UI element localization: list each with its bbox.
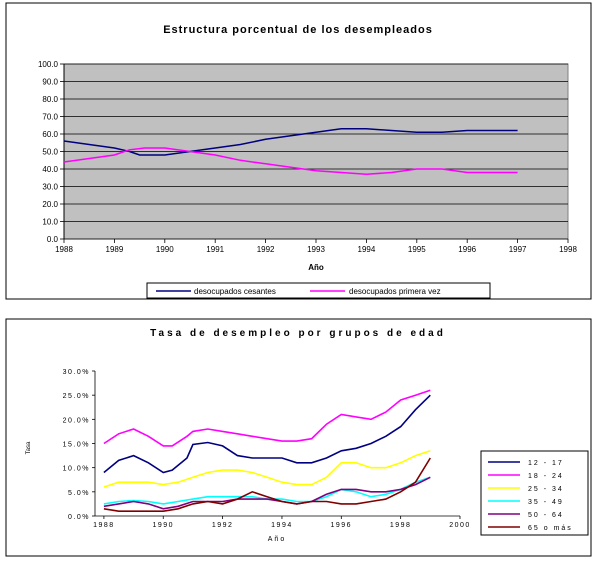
chart-2-legend-label-4: 35 - 49 (528, 499, 564, 506)
chart-2-legend-label-6: 65 o más (528, 525, 573, 532)
chart-2-x-axis-label: Año (268, 536, 286, 543)
chart-1-y-tick-label: 90.0 (42, 78, 58, 87)
chart-2-x-tick-label: 1998 (390, 522, 412, 529)
chart-1-x-tick-label: 1991 (206, 245, 224, 254)
chart-1-x-tick-label: 1994 (358, 245, 376, 254)
chart-1-legend-label-2: desocupados primera vez (349, 287, 441, 296)
chart-2-series-line-2 (103, 389, 431, 447)
chart-1-y-tick-label: 20.0 (42, 200, 58, 209)
chart-2-legend-label-2: 18 - 24 (528, 473, 564, 480)
chart-1-x-tick-label: 1998 (559, 245, 577, 254)
chart-2-y-tick-label: 25.0% (63, 393, 90, 400)
chart-2-legend-label-3: 25 - 34 (528, 486, 564, 493)
chart-2-y-tick-label: 15.0% (63, 442, 90, 449)
chart-2-legend-box (480, 450, 589, 536)
chart-2-title: Tasa de desempleo por grupos de edad (150, 328, 446, 339)
chart-2-series-line-6 (103, 457, 431, 513)
chart-2-series-line-1 (103, 394, 431, 474)
chart-2-legend-label-5: 50 - 64 (528, 512, 564, 519)
chart-2-y-axis-label: Tasa (26, 441, 32, 454)
chart-1-y-tick-label: 10.0 (42, 218, 58, 227)
chart-2-x-tick-label: 2000 (449, 522, 471, 529)
chart-1-x-tick-label: 1989 (106, 245, 124, 254)
chart-1-y-tick-label: 70.0 (42, 113, 58, 122)
chart-2: Tasa de desempleo por grupos de edad 0.0… (5, 318, 592, 557)
chart-1-x-tick-label: 1988 (55, 245, 73, 254)
chart-1-y-tick-label: 50.0 (42, 148, 58, 157)
chart-1-y-tick-label: 80.0 (42, 95, 58, 104)
chart-2-x-tick-label: 1990 (152, 522, 174, 529)
chart-1-x-tick-label: 1996 (458, 245, 476, 254)
chart-2-series-line-3 (103, 450, 431, 488)
chart-2-legend: 12 - 17 18 - 24 25 - 34 35 - 49 50 - 64 65 o … (480, 450, 589, 536)
chart-1-x-tick-label: 1995 (408, 245, 426, 254)
chart-1-x-tick-label: 1990 (156, 245, 174, 254)
chart-1-x-tick-label: 1992 (257, 245, 275, 254)
chart-1-legend-label-1: desocupados cesantes (194, 287, 276, 296)
chart-2-y-tick-label: 5.0% (68, 490, 90, 497)
chart-1-y-tick-label: 30.0 (42, 183, 58, 192)
chart-2-x-tick-label: 1996 (331, 522, 353, 529)
chart-1-x-axis-label: Año (308, 263, 324, 272)
chart-2-x-tick-label: 1994 (271, 522, 293, 529)
chart-1-x-tick-label: 1997 (509, 245, 527, 254)
chart-1-legend: desocupados cesantes desocupados primera… (146, 282, 491, 299)
chart-2-x-tick-label: 1992 (212, 522, 234, 529)
chart-2-y-tick-label: 0.0% (68, 514, 90, 521)
chart-2-legend-label-1: 12 - 17 (528, 460, 564, 467)
chart-2-x-tick-label: 1988 (93, 522, 115, 529)
chart-2-series-line-5 (103, 476, 431, 510)
chart-1-series-line-2 (63, 147, 518, 176)
chart-2-y-tick-label: 10.0% (63, 466, 90, 473)
chart-1-title: Estructura porcentual de los desempleado… (163, 24, 433, 36)
chart-1-y-tick-label: 0.0 (47, 235, 59, 244)
chart-2-y-tick-label: 30.0% (63, 369, 90, 376)
chart-1-y-tick-label: 100.0 (38, 60, 59, 69)
chart-1-x-tick-label: 1993 (307, 245, 325, 254)
chart-1: Estructura porcentual de los desempleado… (5, 2, 592, 300)
chart-1-y-tick-label: 40.0 (42, 165, 58, 174)
chart-1-series-line-1 (63, 128, 518, 156)
chart-1-y-tick-label: 60.0 (42, 130, 58, 139)
chart-2-y-tick-label: 20.0% (63, 417, 90, 424)
